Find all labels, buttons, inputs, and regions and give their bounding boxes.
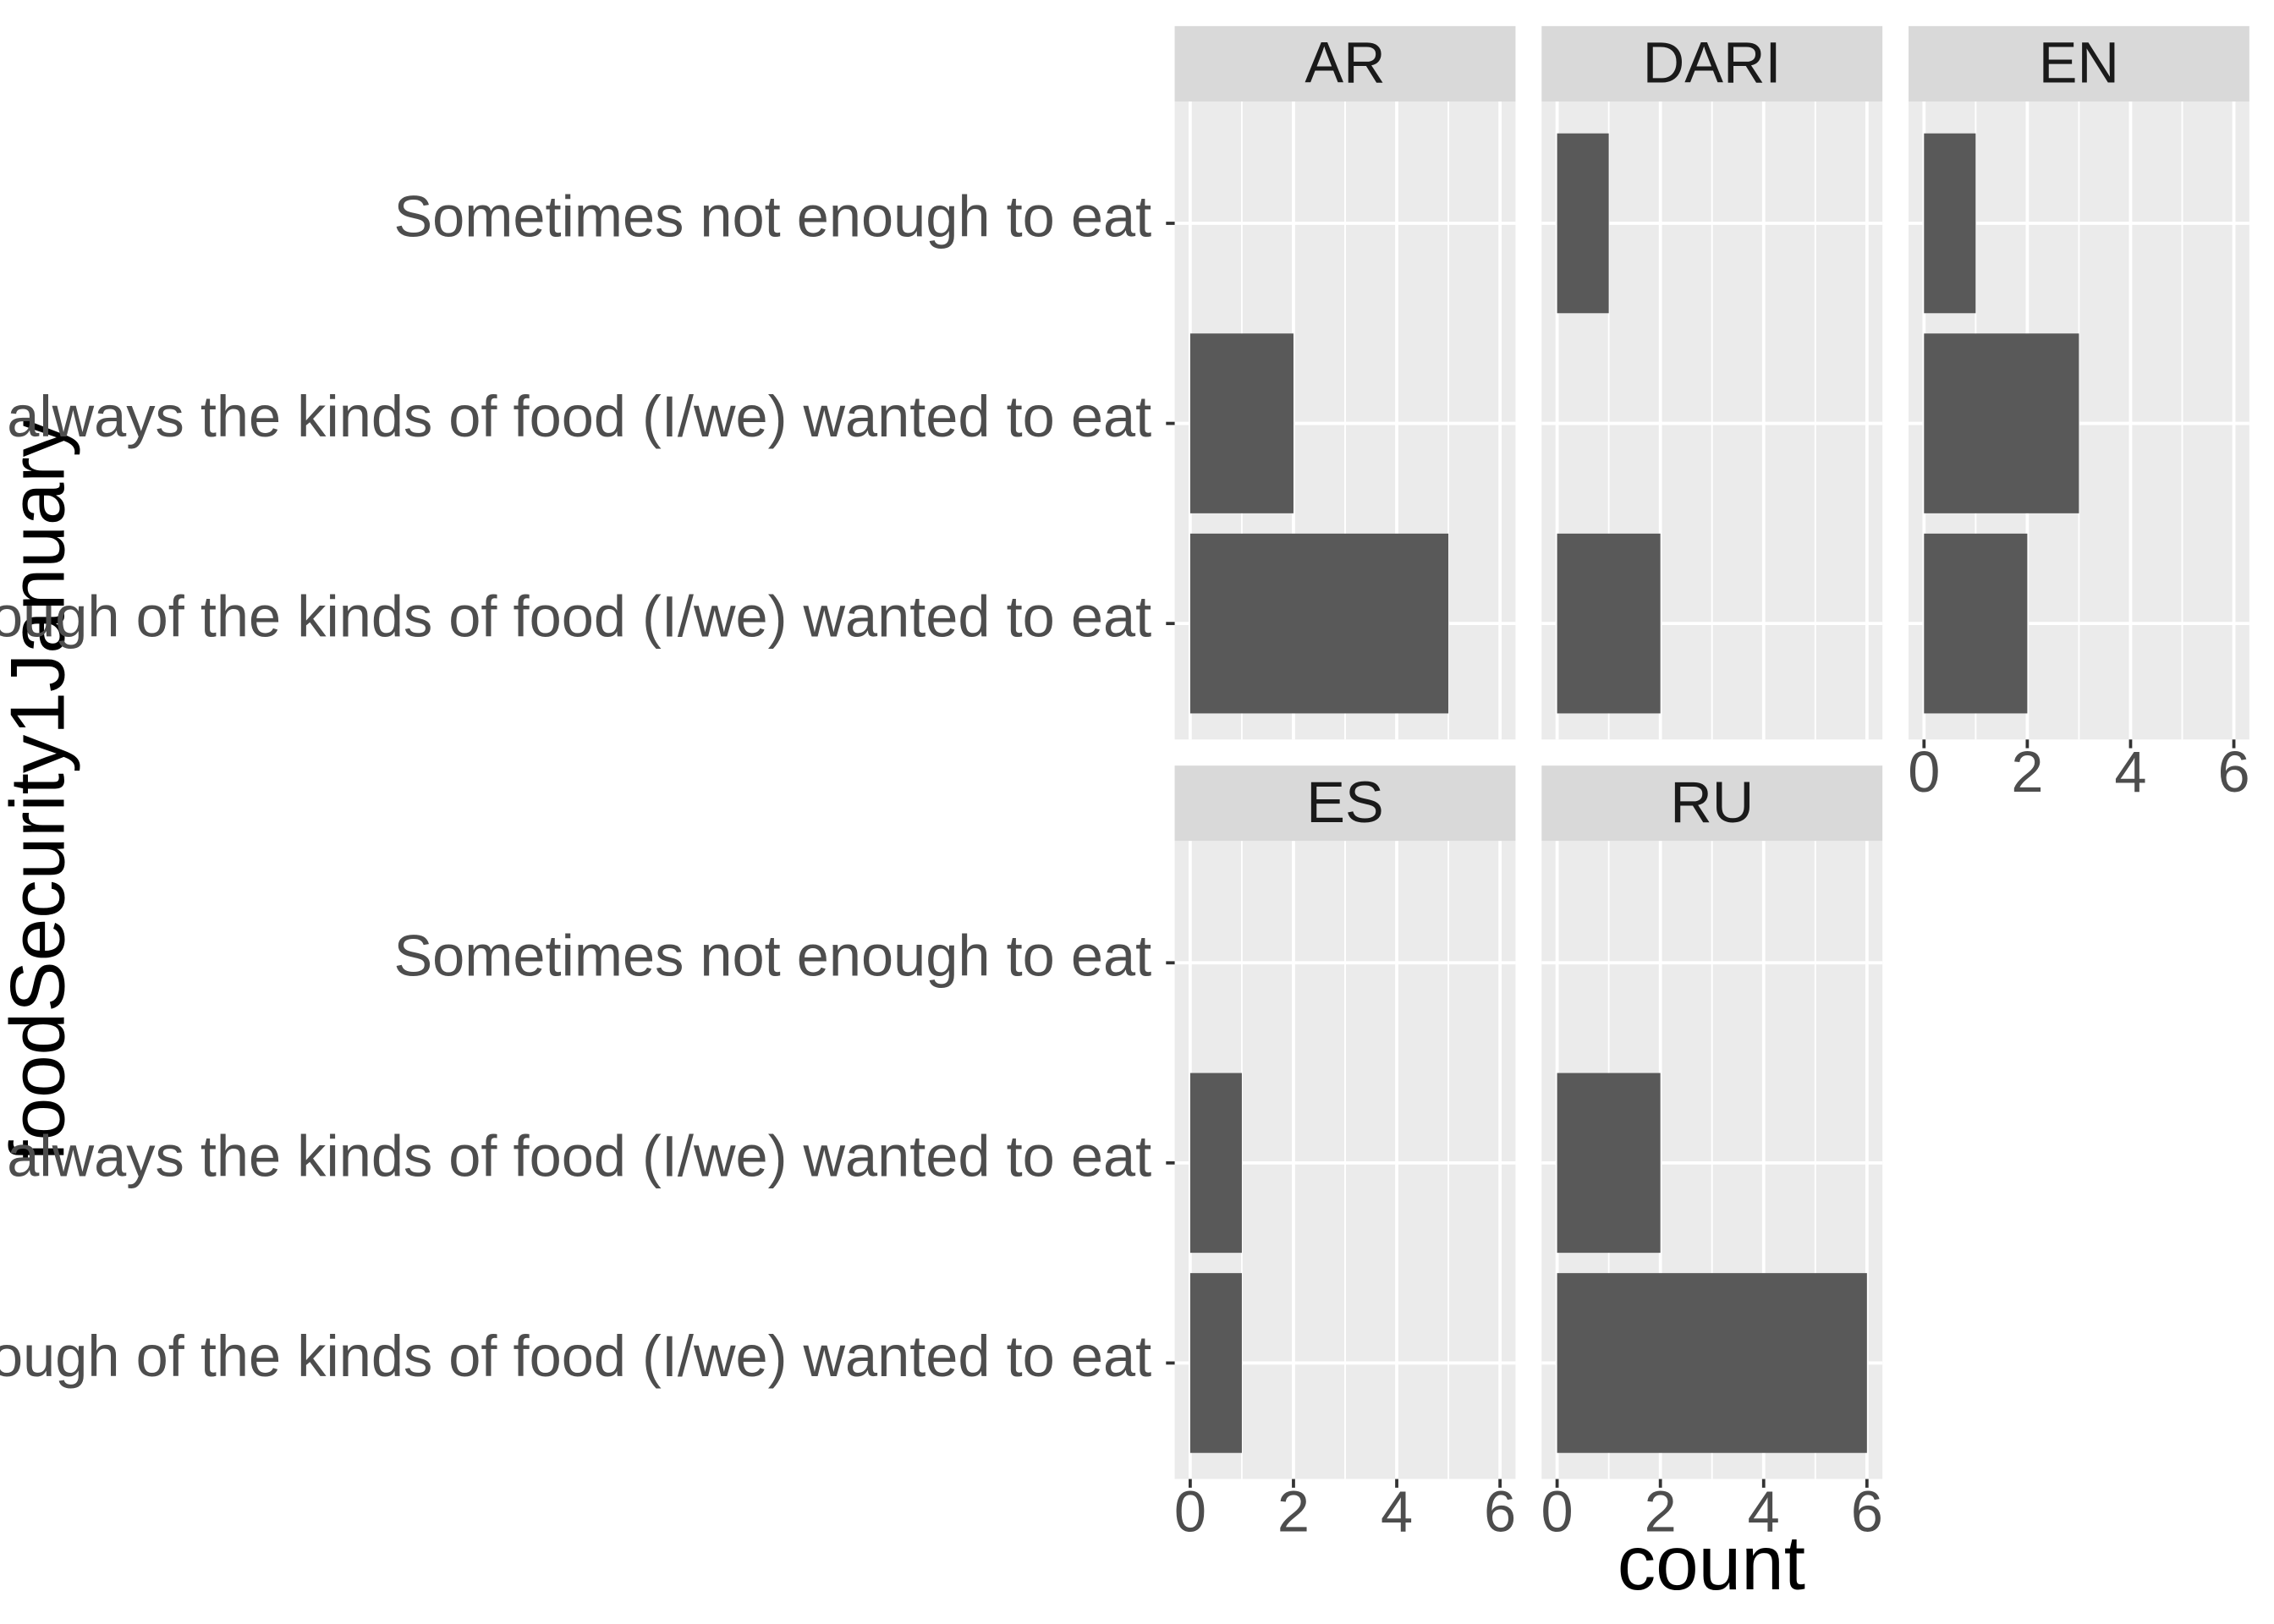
facets: AR Sometimes not enough to eat Enough, but… [0, 25, 2250, 1544]
strip-label: DARI [1643, 30, 1782, 96]
strip-background [1541, 765, 1883, 842]
bar [1189, 1073, 1242, 1254]
strip-background [1174, 25, 1516, 102]
x-tick-label: 2 [2011, 739, 2043, 804]
x-tick-label: 6 [1484, 1479, 1516, 1544]
x-tick-label: 0 [1174, 1479, 1206, 1544]
x-tick-label: 6 [2217, 739, 2249, 804]
x-tick-label: 4 [1748, 1479, 1780, 1544]
bar [1189, 533, 1449, 714]
x-tick-label: 4 [1381, 1479, 1413, 1544]
y-tick-label: Enough of the kinds of food (I/we) wante… [0, 1324, 1151, 1389]
bar [1924, 333, 2079, 513]
facet-panel-ar: AR Sometimes not enough to eat Enough, but… [0, 25, 1516, 740]
bar [1557, 133, 1609, 314]
y-axis-title: foodSecurity1January [0, 418, 80, 1161]
bar [1557, 1073, 1661, 1254]
x-tick-label: 0 [1541, 1479, 1574, 1544]
bar [1924, 533, 2028, 714]
strip-background [1174, 765, 1516, 842]
y-tick-label: Enough, but not always the kinds of food… [0, 384, 1151, 449]
y-tick-label: Enough of the kinds of food (I/we) wante… [0, 584, 1151, 650]
strip-label: RU [1670, 770, 1754, 835]
bar [1924, 133, 1976, 314]
y-tick-label: Enough, but not always the kinds of food… [0, 1123, 1151, 1188]
facet-panel-en: EN 0 2 4 6 [1908, 25, 2250, 804]
x-tick-label: 2 [1277, 1479, 1310, 1544]
y-tick-label: Sometimes not enough to eat [393, 924, 1151, 989]
x-axis-title: count [1618, 1521, 1805, 1606]
bar [1557, 533, 1661, 714]
facet-panel-ru: RU 0 2 4 6 [1541, 765, 1883, 1544]
facet-panel-es: ES Sometimes not enough to eat Enough, but… [0, 765, 1516, 1544]
strip-label: ES [1306, 770, 1383, 835]
strip-background [1909, 25, 2249, 102]
strip-label: EN [2039, 30, 2119, 96]
facet-panel-dari: DARI [1541, 25, 1883, 740]
bar [1189, 333, 1294, 513]
strip-label: AR [1305, 30, 1385, 96]
y-tick-label: Sometimes not enough to eat [393, 184, 1151, 249]
bar [1189, 1273, 1242, 1453]
strip-background [1541, 25, 1883, 102]
x-tick-label: 0 [1908, 739, 1940, 804]
x-tick-label: 2 [1645, 1479, 1677, 1544]
x-tick-label: 4 [2114, 739, 2146, 804]
bar [1557, 1273, 1867, 1453]
x-tick-label: 6 [1851, 1479, 1883, 1544]
